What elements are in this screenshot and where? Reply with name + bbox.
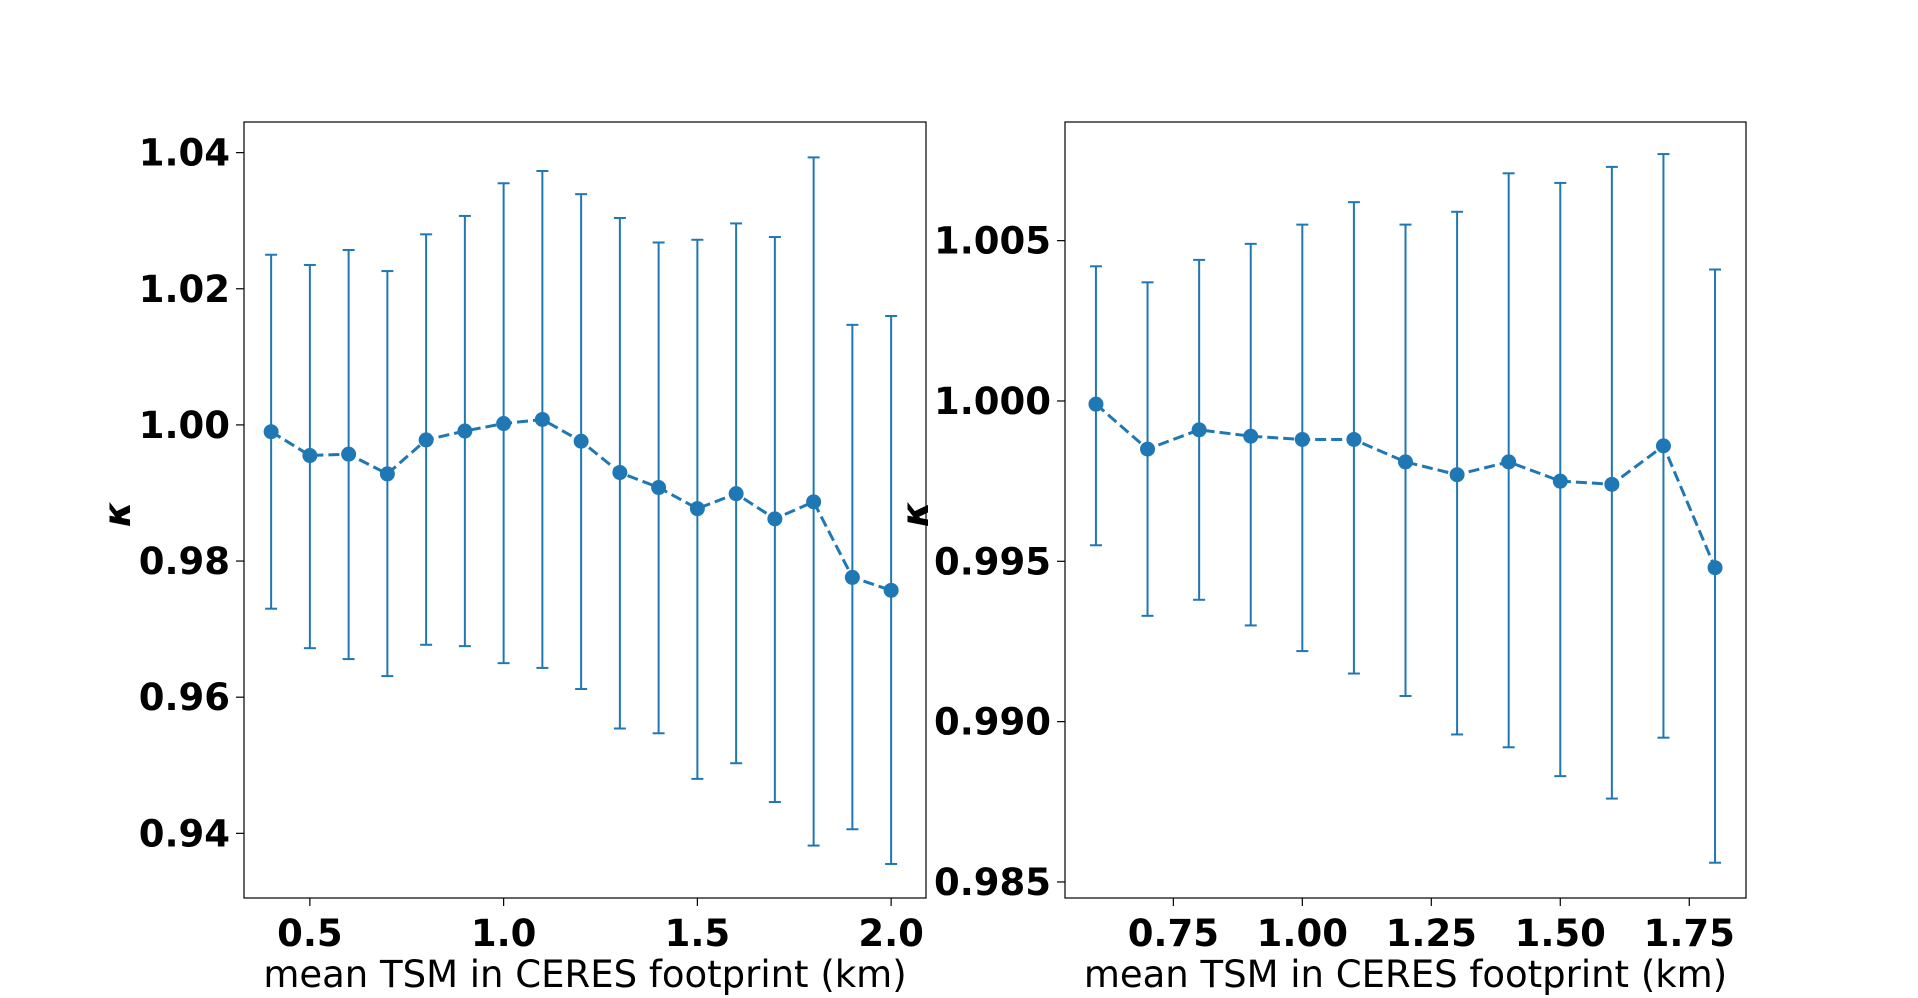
- y-tick-label: 0.98: [139, 540, 230, 583]
- chart-left: 0.5 1.0 1.5 2.0 0.94 0.96 0.98 1.00 1.02 1.04 me…: [96, 121, 927, 996]
- data-point: [1604, 476, 1620, 492]
- x-tick-label: 1.00: [1257, 912, 1348, 955]
- data-point: [689, 501, 705, 517]
- y-tick-label: 1.000: [934, 380, 1051, 423]
- x-tick-label: 1.75: [1644, 912, 1735, 955]
- data-point: [341, 446, 357, 462]
- data-point: [1191, 422, 1207, 438]
- data-point: [1346, 431, 1362, 447]
- data-point: [496, 416, 512, 432]
- x-axis-label-left: mean TSM in CERES footprint (km): [263, 953, 906, 996]
- data-point: [728, 486, 744, 502]
- x-tick-label: 1.0: [471, 912, 537, 955]
- data-point: [573, 433, 589, 449]
- x-tick-label: 2.0: [858, 912, 924, 955]
- y-tick-label: 1.02: [139, 268, 230, 311]
- y-tick-label: 0.995: [934, 540, 1051, 583]
- y-axis-right: 0.985 0.990 0.995 1.000 1.005: [934, 220, 1065, 904]
- data-point: [534, 411, 550, 427]
- y-axis-left: 0.94 0.96 0.98 1.00 1.02 1.04: [139, 132, 244, 855]
- y-tick-label: 0.990: [934, 701, 1051, 744]
- x-axis-label-right: mean TSM in CERES footprint (km): [1084, 953, 1727, 996]
- data-point: [1398, 454, 1413, 470]
- data-point: [379, 466, 395, 482]
- data-point: [1552, 473, 1568, 489]
- data-point: [1140, 441, 1156, 457]
- y-tick-label: 0.96: [139, 676, 230, 719]
- y-tick-label: 0.985: [934, 861, 1051, 904]
- y-tick-label: 1.04: [139, 132, 230, 175]
- data-point: [1655, 438, 1671, 454]
- data-point: [767, 511, 783, 527]
- data-point: [1707, 560, 1723, 576]
- data-point: [1243, 428, 1259, 444]
- x-tick-label: 1.50: [1515, 912, 1606, 955]
- x-tick-label: 0.75: [1128, 912, 1219, 955]
- chart-right: 0.75 1.00 1.25 1.50 1.75 0.985 0.990 0.995 1.00…: [894, 121, 1747, 996]
- data-point: [1294, 431, 1310, 447]
- y-tick-label: 1.00: [139, 404, 230, 447]
- x-tick-label: 1.25: [1386, 912, 1477, 955]
- data-point: [263, 424, 279, 440]
- data-point: [1501, 454, 1517, 470]
- y-tick-label: 0.94: [139, 812, 230, 855]
- y-tick-label: 1.005: [934, 220, 1051, 263]
- x-axis-right: 0.75 1.00 1.25 1.50 1.75: [1128, 898, 1735, 955]
- data-point: [457, 423, 473, 439]
- x-tick-label: 0.5: [277, 912, 343, 955]
- series-right: [1088, 153, 1723, 864]
- plot-frame-left: [243, 121, 927, 899]
- y-axis-label-right: κ: [894, 501, 937, 527]
- data-point: [844, 569, 860, 585]
- data-point: [651, 480, 667, 496]
- y-axis-label-left: κ: [96, 501, 139, 527]
- data-point: [883, 582, 899, 598]
- data-point: [612, 465, 628, 481]
- data-point: [302, 448, 318, 464]
- data-point: [418, 432, 434, 448]
- data-point: [1088, 396, 1104, 412]
- x-axis-left: 0.5 1.0 1.5 2.0: [277, 898, 924, 955]
- plot-frame-right: [1064, 121, 1747, 899]
- data-point: [1449, 467, 1465, 483]
- x-tick-label: 1.5: [665, 912, 731, 955]
- data-point: [806, 494, 822, 510]
- series-left: [263, 156, 899, 865]
